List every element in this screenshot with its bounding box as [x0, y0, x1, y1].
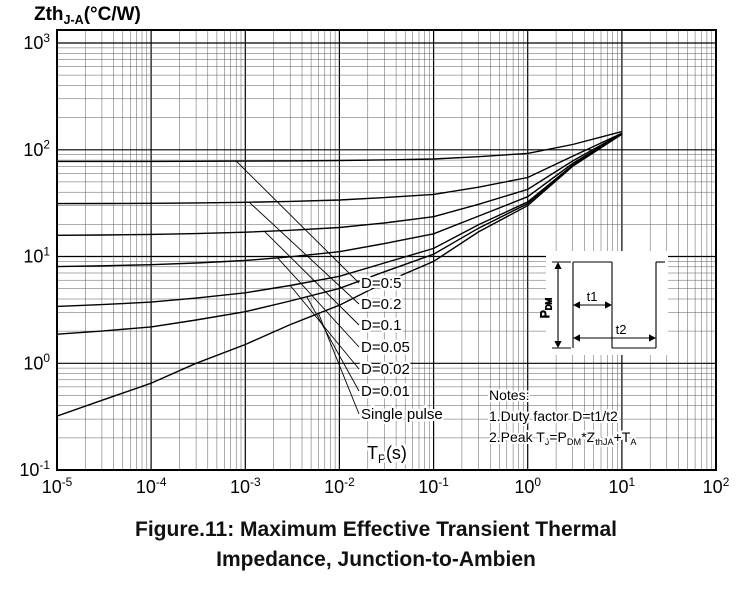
x-tick-label: 10-5	[42, 475, 73, 497]
inset-t1-label: t1	[587, 289, 598, 304]
curve-d-0.1	[57, 132, 623, 236]
y-tick-label: 102	[23, 138, 50, 160]
pulse-waveform-inset: t1 t2 PDM	[537, 251, 668, 355]
label-leader-line	[264, 231, 360, 326]
x-axis-title: TP(s)	[367, 443, 407, 466]
curve-d-0.02	[57, 133, 623, 308]
x-tick-label: 101	[609, 475, 636, 497]
y-tick-label: 10-1	[19, 458, 50, 480]
curve-d-0.5	[57, 130, 623, 163]
notes-heading: Notes:	[489, 387, 529, 403]
inset-pdm-label: PDM	[538, 298, 554, 318]
y-axis-title: ZthJ-A(°C/W)	[34, 4, 141, 27]
x-axis-tick-labels: 10-5 10-4 10-3 10-2 10-1 100 101 102	[42, 475, 730, 497]
label-leader-line	[289, 285, 360, 370]
label-leader-line	[235, 160, 360, 284]
label-leader-line	[318, 313, 360, 415]
caption-line-2: Impedance, Junction-to-Ambien	[216, 548, 536, 572]
x-tick-label: 10-1	[418, 475, 449, 497]
curve-d-0.01	[57, 133, 623, 335]
y-tick-label: 101	[23, 244, 50, 266]
notes: Notes: 1.Duty factor D=t1/t2 2.Peak TJ=PDM…	[487, 385, 639, 449]
curve-d-0.2	[57, 132, 623, 205]
curve-label: D=0.05	[361, 339, 410, 356]
y-axis-tick-labels: 10-1 100 101 102 103	[19, 31, 50, 480]
curve-label: D=0.01	[361, 383, 410, 400]
x-tick-label: 10-3	[230, 475, 261, 497]
y-tick-label: 100	[23, 351, 50, 373]
curve-label: D=0.2	[361, 296, 401, 313]
label-leader-line	[248, 201, 360, 305]
note-duty-factor: 1.Duty factor D=t1/t2	[489, 408, 618, 424]
note-peak-tj: 2.Peak TJ=PDM*ZthJA+TA	[489, 429, 637, 447]
y-tick-label: 103	[23, 31, 50, 53]
x-tick-label: 102	[703, 475, 730, 497]
curve-label: D=0.1	[361, 317, 401, 334]
label-leader-line	[277, 257, 360, 348]
plot-border	[56, 29, 717, 471]
curve-label: D=0.5	[361, 275, 401, 292]
inset-t2-label: t2	[616, 322, 627, 337]
thermal-impedance-chart: t1 t2 PDM D=0.5 D=0.2 D=0.1 D=0.05 D=0.02 D=0.01…	[19, 4, 730, 497]
label-leader-line	[306, 296, 360, 392]
caption-line-1: Figure.11: Maximum Effective Transient T…	[135, 518, 617, 541]
curve-label: Single pulse	[361, 406, 443, 423]
x-tick-label: 100	[514, 475, 541, 497]
curve-label: D=0.02	[361, 361, 410, 378]
x-tick-label: 10-4	[136, 475, 167, 497]
curve-d-0.05	[57, 133, 623, 268]
curve-labels: D=0.5 D=0.2 D=0.1 D=0.05 D=0.02 D=0.01 Single …	[235, 160, 445, 426]
x-tick-label: 10-2	[324, 475, 355, 497]
figure-caption: Figure.11: Maximum Effective Transient T…	[0, 515, 752, 576]
grid	[56, 30, 717, 471]
